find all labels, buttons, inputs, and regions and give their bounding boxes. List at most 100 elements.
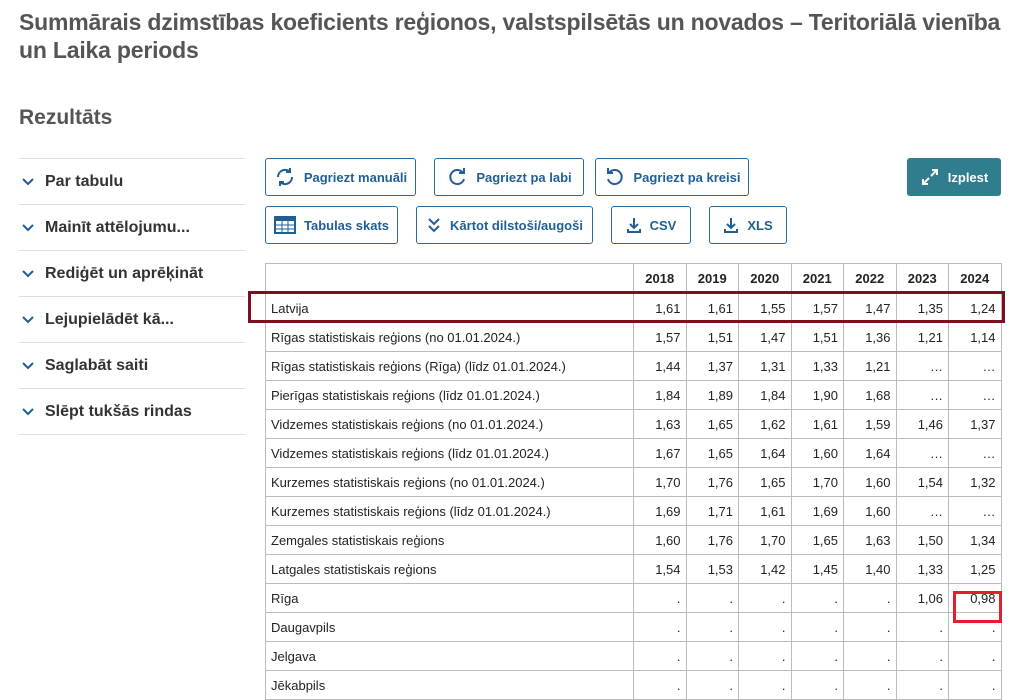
- value-cell: 1,50: [895, 525, 949, 555]
- value-cell: 1,59: [843, 409, 897, 439]
- column-header: 2019: [685, 263, 739, 294]
- table-row: Daugavpils.......: [265, 612, 1002, 642]
- value-cell: …: [895, 438, 949, 468]
- column-header: 2023: [895, 263, 949, 294]
- row-label: Vidzemes statistiskais reģions (līdz 01.…: [265, 438, 634, 468]
- value-cell: 1,47: [843, 293, 897, 323]
- value-cell: 1,55: [738, 293, 792, 323]
- sidebar-item[interactable]: Saglabāt saiti: [19, 343, 245, 389]
- value-cell: 1,33: [790, 351, 844, 381]
- value-cell: .: [633, 670, 687, 700]
- rotate-right-button[interactable]: Pagriezt pa labi: [434, 158, 584, 196]
- table-row: Vidzemes statistiskais reģions (līdz 01.…: [265, 438, 1002, 468]
- value-cell: .: [738, 670, 792, 700]
- value-cell: 1,31: [738, 351, 792, 381]
- value-cell: .: [895, 670, 949, 700]
- sidebar-item[interactable]: Mainīt attēlojumu...: [19, 205, 245, 251]
- row-label: Kurzemes statistiskais reģions (no 01.01…: [265, 467, 634, 497]
- value-cell: 1,71: [685, 496, 739, 526]
- row-label: Vidzemes statistiskais reģions (no 01.01…: [265, 409, 634, 439]
- row-label: Daugavpils: [265, 612, 634, 642]
- icon: [276, 168, 293, 186]
- button-label: Pagriezt pa labi: [476, 169, 572, 185]
- results-heading: Rezultāts: [19, 106, 113, 129]
- value-cell: 1,90: [790, 380, 844, 410]
- table-row: Pierīgas statistiskais reģions (līdz 01.…: [265, 380, 1002, 410]
- row-label: Jēkabpils: [265, 670, 634, 700]
- column-header: 2024: [948, 263, 1002, 294]
- value-cell: 1,37: [948, 409, 1002, 439]
- value-cell: …: [948, 496, 1002, 526]
- rotate-manual-button[interactable]: Pagriezt manuāli: [265, 158, 416, 196]
- value-cell: 1,64: [738, 438, 792, 468]
- row-label: Rīga: [265, 583, 634, 613]
- row-label: Jelgava: [265, 641, 634, 671]
- value-cell: 1,84: [633, 380, 687, 410]
- sidebar-item[interactable]: Rediģēt un aprēķināt: [19, 251, 245, 297]
- value-cell: .: [633, 583, 687, 613]
- value-cell: 1,06: [895, 583, 949, 613]
- table-row: Kurzemes statistiskais reģions (līdz 01.…: [265, 496, 1002, 526]
- xls-button[interactable]: XLS: [709, 206, 787, 244]
- rotate-left-button[interactable]: Pagriezt pa kreisi: [595, 158, 749, 196]
- value-cell: .: [948, 641, 1002, 671]
- table-row: Rīga..... 1,06 0,98: [265, 583, 1002, 613]
- value-cell: 1,61: [738, 496, 792, 526]
- table-row: Jēkabpils.......: [265, 670, 1002, 700]
- table-row: Rīgas statistiskais reģions (no 01.01.20…: [265, 322, 1002, 352]
- value-cell: …: [948, 351, 1002, 381]
- icon: [921, 169, 938, 185]
- sidebar-item[interactable]: Slēpt tukšās rindas: [19, 389, 245, 435]
- value-cell: .: [790, 670, 844, 700]
- icon: [273, 216, 296, 234]
- value-cell: 1,89: [685, 380, 739, 410]
- value-cell: 1,37: [685, 351, 739, 381]
- row-label: Zemgales statistiskais reģions: [265, 525, 634, 555]
- value-cell: 1,67: [633, 438, 687, 468]
- value-cell: .: [633, 641, 687, 671]
- table-row: Kurzemes statistiskais reģions (no 01.01…: [265, 467, 1002, 497]
- value-cell: 1,61: [633, 293, 687, 323]
- value-cell: .: [685, 641, 739, 671]
- corner-cell: [265, 263, 634, 294]
- icon: [606, 168, 623, 186]
- sidebar-item[interactable]: Lejupielādēt kā...: [19, 297, 245, 343]
- expand-button[interactable]: Izplest: [907, 158, 1001, 196]
- csv-button[interactable]: CSV: [611, 206, 691, 244]
- table-row: Latvija 1,61 1,61 1,55 1,57 1,47 1,35 1,24: [265, 293, 1002, 323]
- value-cell: 1,70: [738, 525, 792, 555]
- sort-button[interactable]: Kārtot dilstoši/augoši: [416, 206, 593, 244]
- value-cell: 1,54: [633, 554, 687, 584]
- button-label: Pagriezt pa kreisi: [633, 169, 741, 185]
- table-view-button[interactable]: Tabulas skats: [265, 206, 398, 244]
- button-label: Kārtot dilstoši/augoši: [450, 217, 583, 233]
- value-cell: 0,98: [948, 583, 1002, 613]
- value-cell: 1,61: [790, 409, 844, 439]
- value-cell: …: [948, 438, 1002, 468]
- value-cell: .: [895, 641, 949, 671]
- value-cell: …: [895, 351, 949, 381]
- value-cell: 1,60: [843, 496, 897, 526]
- row-label: Rīgas statistiskais reģions (no 01.01.20…: [265, 322, 634, 352]
- value-cell: 1,69: [633, 496, 687, 526]
- value-cell: .: [843, 641, 897, 671]
- row-label: Kurzemes statistiskais reģions (līdz 01.…: [265, 496, 634, 526]
- sidebar-label: Rediģēt un aprēķināt: [45, 264, 204, 282]
- sidebar-item[interactable]: Par tabulu: [19, 159, 245, 205]
- value-cell: .: [895, 612, 949, 642]
- value-cell: 1,21: [843, 351, 897, 381]
- value-cell: 1,36: [843, 322, 897, 352]
- value-cell: 1,68: [843, 380, 897, 410]
- table-row: Latgales statistiskais reģions 1,54 1,53 1,…: [265, 554, 1002, 584]
- value-cell: 1,84: [738, 380, 792, 410]
- value-cell: 1,57: [790, 293, 844, 323]
- column-header: 2022: [843, 263, 897, 294]
- value-cell: 1,70: [633, 467, 687, 497]
- value-cell: .: [685, 670, 739, 700]
- table-row: Jelgava.......: [265, 641, 1002, 671]
- value-cell: 1,65: [685, 409, 739, 439]
- sidebar-label: Par tabulu: [45, 172, 124, 190]
- icon: [724, 218, 739, 233]
- value-cell: 1,65: [790, 525, 844, 555]
- value-cell: 1,53: [685, 554, 739, 584]
